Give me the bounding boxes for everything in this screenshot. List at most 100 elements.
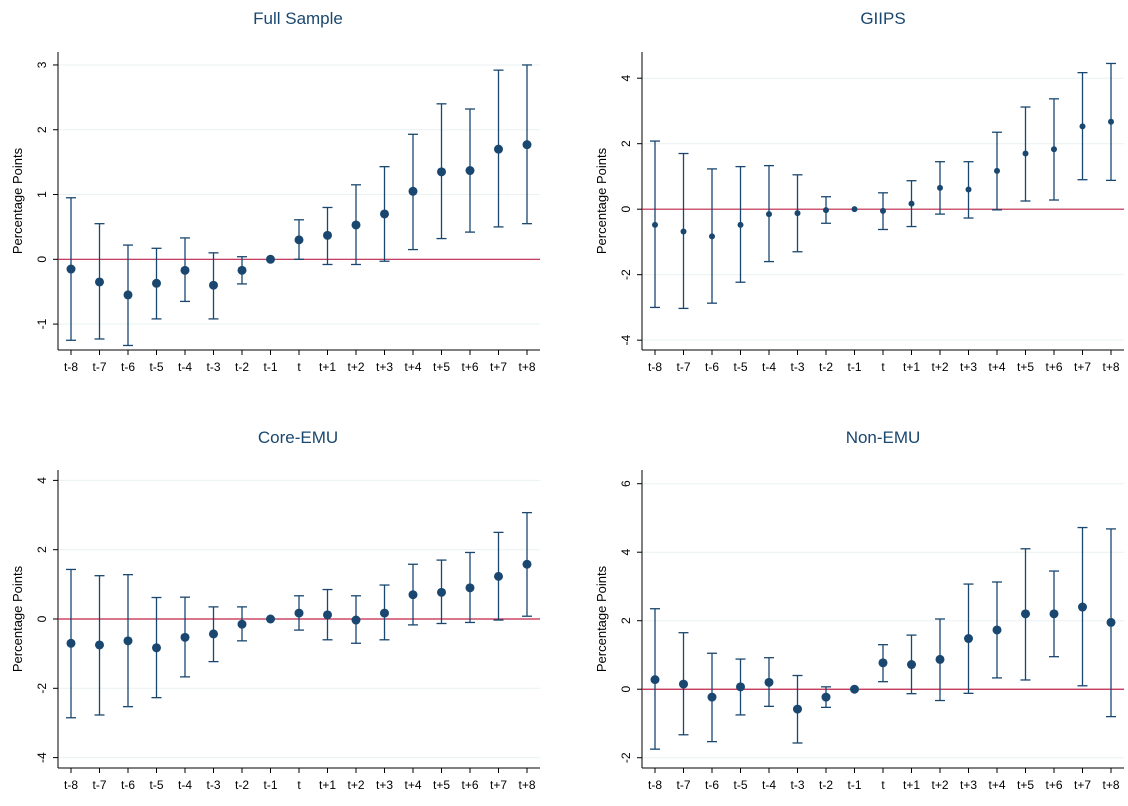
- y-tick-label: 3: [35, 61, 49, 68]
- x-tick-label: t: [297, 360, 301, 374]
- x-tick-label: t-8: [64, 778, 78, 792]
- panel-title: Full Sample: [253, 9, 343, 28]
- x-tick-label: t+2: [931, 360, 948, 374]
- x-tick-label: t-4: [178, 778, 192, 792]
- data-point: [408, 186, 418, 196]
- data-point: [437, 167, 446, 177]
- data-point: [123, 290, 133, 300]
- x-tick-label: t: [881, 360, 885, 374]
- data-point: [994, 167, 1000, 174]
- y-tick-label: 0: [35, 615, 49, 622]
- data-point: [494, 144, 503, 154]
- x-tick-label: t+2: [931, 778, 948, 792]
- data-point: [823, 207, 829, 214]
- x-tick-label: t+8: [518, 778, 535, 792]
- y-tick-label: 0: [619, 206, 633, 213]
- x-tick-label: t: [297, 778, 301, 792]
- y-tick-label: 2: [619, 140, 633, 147]
- data-point: [351, 615, 361, 625]
- data-point: [964, 634, 973, 644]
- data-point: [123, 636, 133, 646]
- x-tick-label: t+2: [347, 778, 364, 792]
- y-tick-label: 0: [35, 256, 49, 263]
- x-tick-label: t+1: [319, 360, 336, 374]
- y-tick-label: -4: [35, 752, 49, 763]
- y-tick-label: 0: [619, 686, 633, 693]
- y-tick-label: -1: [35, 318, 49, 329]
- data-point: [764, 677, 774, 687]
- x-tick-label: t-1: [263, 778, 277, 792]
- y-tick-label: 1: [35, 191, 49, 198]
- y-tick-label: -4: [619, 335, 633, 346]
- x-tick-label: t+4: [404, 360, 421, 374]
- y-tick-label: 4: [35, 477, 49, 484]
- y-axis-title: Percentage Points: [594, 565, 609, 672]
- panel-title: Core-EMU: [258, 428, 338, 447]
- data-point: [465, 166, 475, 176]
- y-tick-label: 6: [619, 480, 633, 487]
- x-tick-label: t+7: [1074, 778, 1091, 792]
- data-point: [351, 220, 361, 230]
- x-tick-label: t+5: [433, 778, 450, 792]
- x-tick-label: t+8: [518, 360, 535, 374]
- x-tick-label: t-5: [733, 360, 747, 374]
- x-tick-label: t-5: [733, 778, 747, 792]
- data-point: [209, 629, 218, 639]
- chart-panel: Core-EMU -4 -2 0 2 4 Percentage Points t-8 t-7 t-…: [10, 428, 540, 792]
- x-tick-label: t+1: [903, 778, 920, 792]
- data-point: [707, 692, 717, 702]
- x-tick-label: t-8: [64, 360, 78, 374]
- x-tick-label: t+8: [1102, 360, 1119, 374]
- data-point: [907, 660, 916, 670]
- x-tick-label: t-3: [206, 778, 220, 792]
- data-point: [1106, 617, 1116, 627]
- y-axis-title: Percentage Points: [594, 147, 609, 254]
- data-point: [380, 608, 389, 618]
- data-point: [908, 200, 915, 207]
- x-tick-label: t+4: [404, 778, 421, 792]
- x-tick-label: t-2: [235, 360, 249, 374]
- data-point: [652, 221, 658, 228]
- y-tick-label: 2: [35, 126, 49, 133]
- data-point: [794, 210, 801, 217]
- x-tick-label: t-8: [648, 360, 662, 374]
- panel-title: Non-EMU: [846, 428, 921, 447]
- data-point: [851, 206, 858, 213]
- data-point: [437, 587, 446, 597]
- x-tick-label: t-5: [149, 778, 163, 792]
- data-point: [679, 679, 688, 689]
- x-tick-label: t+5: [1017, 778, 1034, 792]
- data-point: [880, 207, 886, 214]
- x-tick-label: t+4: [988, 778, 1005, 792]
- x-tick-label: t+7: [1074, 360, 1091, 374]
- x-tick-label: t-7: [676, 778, 690, 792]
- x-tick-label: t-6: [121, 360, 135, 374]
- x-tick-label: t-3: [790, 778, 804, 792]
- data-point: [180, 632, 190, 642]
- x-tick-label: t+6: [461, 360, 478, 374]
- data-point: [878, 658, 888, 668]
- y-tick-label: 4: [619, 75, 633, 82]
- data-point: [793, 704, 802, 714]
- data-point: [95, 640, 104, 650]
- x-tick-label: t-7: [92, 778, 106, 792]
- data-point: [408, 590, 418, 600]
- data-point: [465, 583, 475, 593]
- data-point: [95, 277, 104, 287]
- x-tick-label: t-1: [263, 360, 277, 374]
- data-point: [294, 608, 304, 618]
- data-point: [965, 186, 972, 193]
- data-point: [323, 610, 332, 620]
- data-point: [680, 228, 687, 235]
- data-point: [1108, 118, 1114, 125]
- x-tick-label: t-3: [206, 360, 220, 374]
- data-point: [736, 682, 745, 692]
- data-point: [522, 140, 532, 150]
- data-point: [992, 625, 1002, 635]
- chart-panel: GIIPS -4 -2 0 2 4 Percentage Points t-8 t-7 t-6 t-…: [594, 9, 1124, 374]
- y-tick-label: -2: [619, 269, 633, 280]
- x-tick-label: t-4: [762, 778, 776, 792]
- data-point: [494, 571, 503, 581]
- data-point: [1078, 602, 1087, 612]
